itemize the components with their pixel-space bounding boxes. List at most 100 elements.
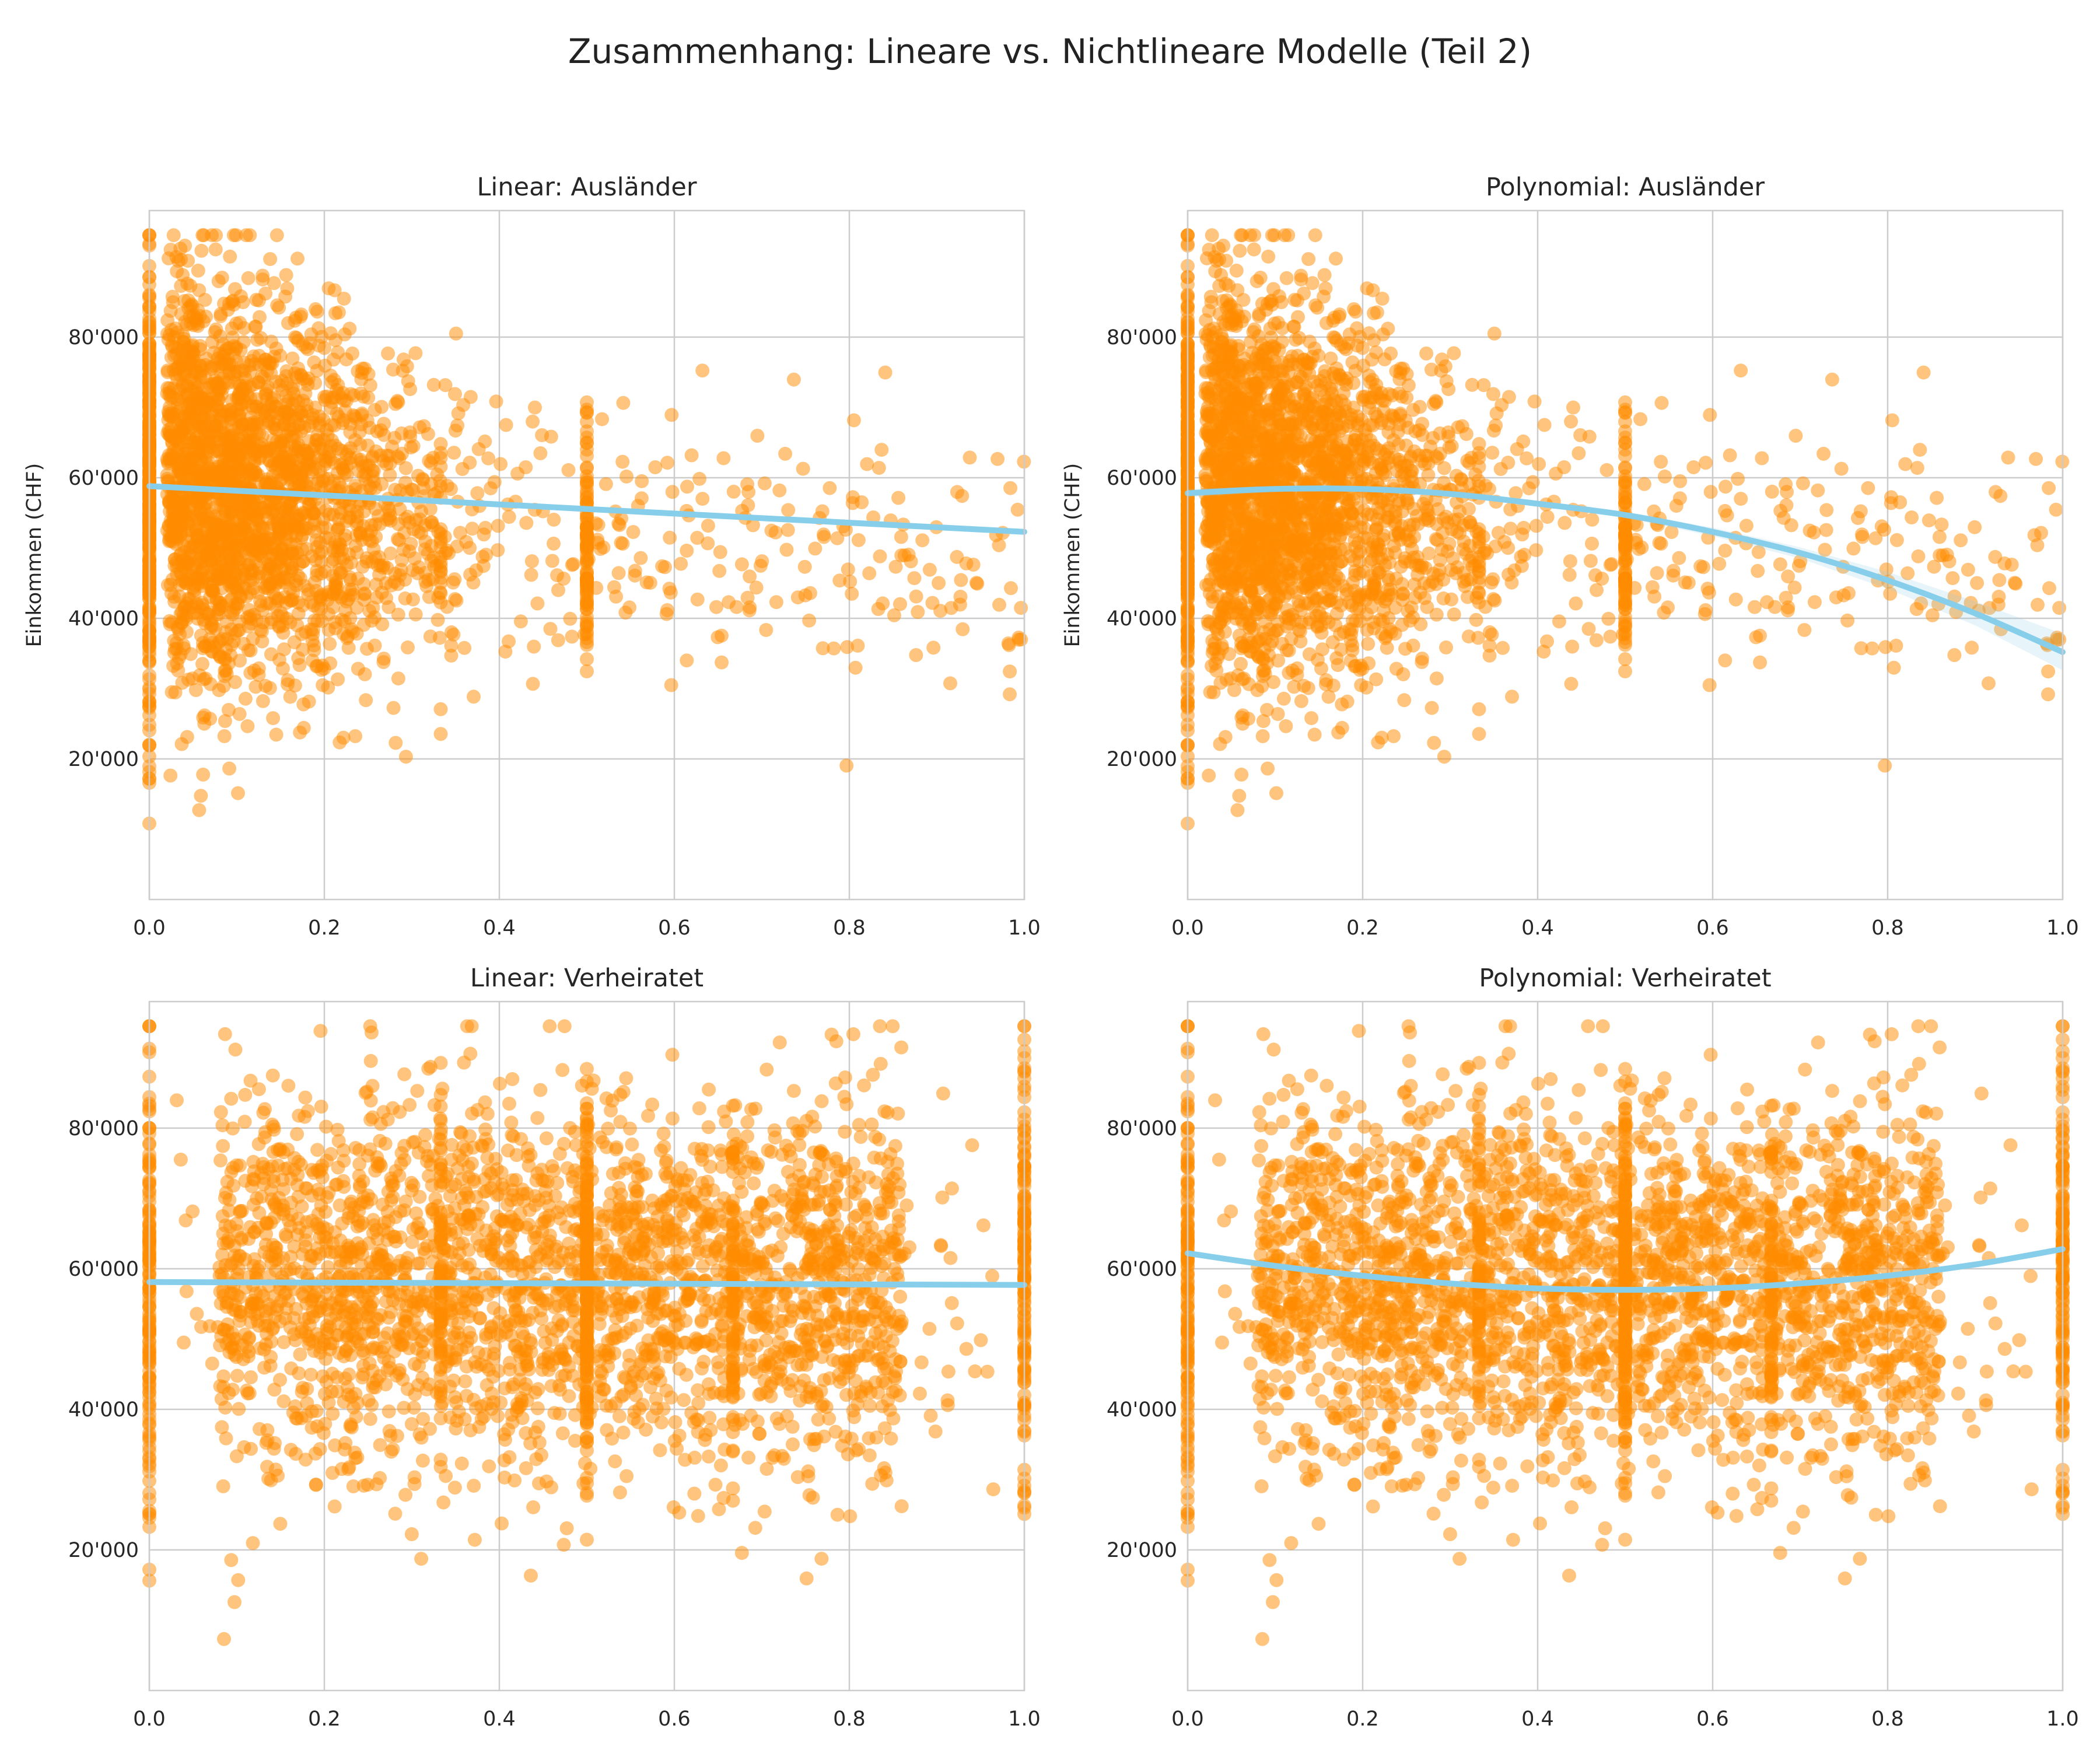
data-point: [342, 321, 356, 335]
data-point: [695, 363, 709, 377]
data-point: [524, 568, 538, 582]
data-point: [955, 489, 969, 503]
data-point: [780, 543, 794, 557]
data-point: [194, 244, 208, 258]
data-point: [173, 353, 187, 367]
data-point: [873, 550, 887, 564]
data-point: [186, 299, 200, 313]
data-point: [1261, 762, 1275, 776]
data-point: [279, 268, 293, 282]
data-point: [909, 648, 923, 662]
data-point: [510, 467, 524, 481]
data-point: [244, 540, 258, 554]
data-point: [1003, 481, 1017, 495]
data-point: [276, 626, 290, 640]
data-point: [284, 690, 298, 704]
data-point: [253, 594, 267, 608]
data-point: [1437, 750, 1451, 764]
data-point: [183, 601, 197, 615]
data-point: [1293, 635, 1307, 649]
data-point: [1422, 547, 1436, 561]
data-point: [680, 544, 694, 558]
data-point: [878, 366, 892, 380]
data-point: [376, 655, 390, 669]
data-point: [472, 442, 486, 456]
data-point: [527, 640, 541, 654]
data-point: [545, 554, 559, 568]
data-point: [620, 470, 634, 484]
y-axis-label: Einkommen (CHF): [23, 463, 46, 648]
y-tick-label: 40'000: [68, 607, 139, 631]
data-point: [209, 243, 223, 257]
data-point: [735, 557, 749, 571]
data-point: [434, 702, 448, 716]
data-point: [530, 597, 544, 611]
data-point: [1203, 685, 1217, 699]
data-point: [1503, 502, 1517, 516]
data-point: [425, 515, 439, 529]
data-point: [227, 228, 241, 242]
data-point: [1501, 541, 1515, 555]
data-point: [449, 424, 463, 438]
data-point: [750, 429, 764, 443]
data-point: [478, 521, 492, 535]
data-point: [236, 295, 250, 309]
data-point: [685, 449, 699, 463]
data-point: [1528, 394, 1542, 408]
data-point: [1366, 373, 1380, 387]
data-point: [189, 683, 203, 697]
data-point: [409, 513, 423, 527]
data-point: [411, 469, 425, 483]
data-point: [280, 281, 294, 295]
data-point: [595, 412, 609, 426]
data-point: [1003, 664, 1017, 678]
data-point: [248, 320, 262, 334]
data-point: [267, 276, 281, 290]
data-point: [956, 622, 970, 636]
data-point: [219, 450, 233, 464]
data-point: [310, 540, 324, 554]
data-point: [267, 542, 281, 556]
data-point: [256, 615, 270, 629]
data-point: [351, 510, 365, 524]
data-point: [932, 576, 946, 590]
data-point: [1256, 729, 1270, 743]
data-point: [340, 352, 354, 366]
data-point: [261, 380, 275, 394]
data-point: [173, 242, 187, 256]
data-point: [1335, 698, 1349, 712]
data-point: [759, 623, 773, 637]
data-point: [526, 415, 540, 429]
data-point: [163, 769, 177, 783]
data-point: [796, 462, 810, 476]
data-point: [227, 339, 241, 353]
data-point: [1004, 581, 1018, 595]
panel-title: Linear: Ausländer: [477, 173, 696, 202]
x-tick-label: 0.2: [308, 916, 341, 940]
data-point: [331, 387, 345, 401]
data-point: [324, 453, 338, 467]
data-point: [271, 458, 285, 472]
data-point: [470, 486, 484, 500]
data-point: [635, 491, 649, 505]
data-point: [386, 363, 400, 377]
data-point: [580, 566, 594, 580]
data-point: [580, 610, 594, 624]
data-point: [399, 750, 413, 764]
data-point: [312, 501, 326, 515]
data-point: [607, 580, 621, 594]
data-point: [211, 465, 225, 479]
data-point: [434, 532, 448, 546]
data-point: [970, 577, 984, 591]
data-point: [660, 456, 674, 470]
data-point: [614, 536, 628, 550]
data-point: [1289, 333, 1303, 347]
data-point: [852, 533, 866, 547]
data-point: [366, 469, 380, 483]
data-point: [612, 518, 626, 532]
data-point: [712, 564, 726, 578]
data-point: [214, 329, 228, 343]
data-point: [453, 526, 467, 540]
data-point: [648, 460, 662, 474]
data-point: [176, 268, 190, 282]
